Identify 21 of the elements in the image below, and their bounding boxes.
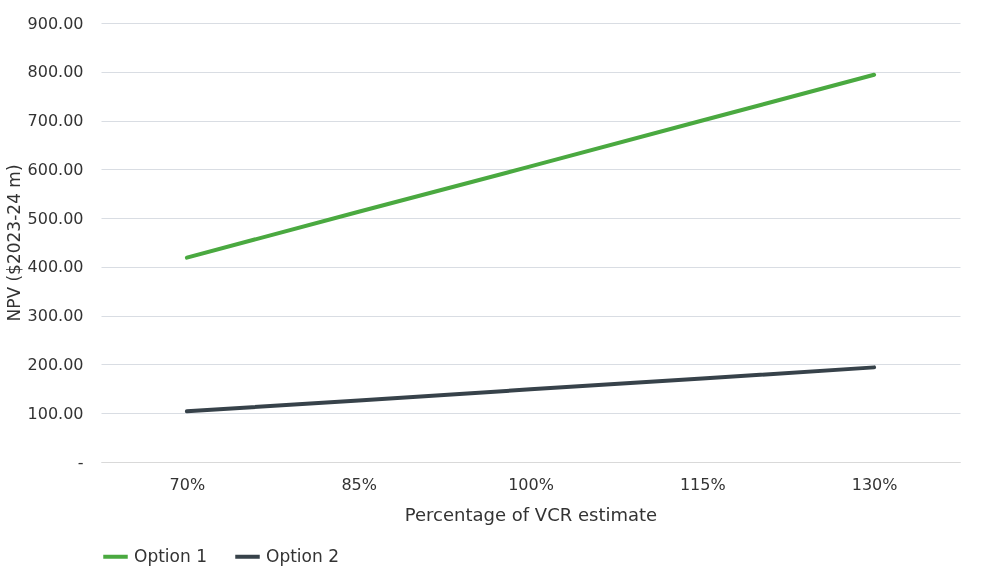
y-tick-label: 400.00 xyxy=(27,257,84,277)
y-tick-label: 800.00 xyxy=(27,62,84,82)
line-series xyxy=(184,72,877,260)
y-tick-label: 300.00 xyxy=(27,306,84,326)
x-tick-label: 130% xyxy=(851,474,898,494)
y-axis-title: NPV ($2023-24 m) xyxy=(3,164,24,322)
y-tick-label: 200.00 xyxy=(27,354,84,374)
y-tick-label: 500.00 xyxy=(27,208,84,228)
y-tick-label: - xyxy=(77,452,84,472)
legend-label: Option 1 xyxy=(134,545,207,566)
x-tick-label: 70% xyxy=(169,474,206,494)
legend-label: Option 2 xyxy=(266,545,339,566)
x-axis-title: Percentage of VCR estimate xyxy=(404,503,658,525)
y-tick-label: 100.00 xyxy=(27,403,84,423)
y-tick-label: 600.00 xyxy=(27,159,84,179)
line-series xyxy=(184,365,877,414)
x-tick-label: 115% xyxy=(679,474,726,494)
y-tick-label: 900.00 xyxy=(27,13,84,33)
x-tick-label: 85% xyxy=(341,474,377,494)
x-tick-label: 100% xyxy=(508,474,554,494)
y-tick-label: 700.00 xyxy=(27,111,84,131)
